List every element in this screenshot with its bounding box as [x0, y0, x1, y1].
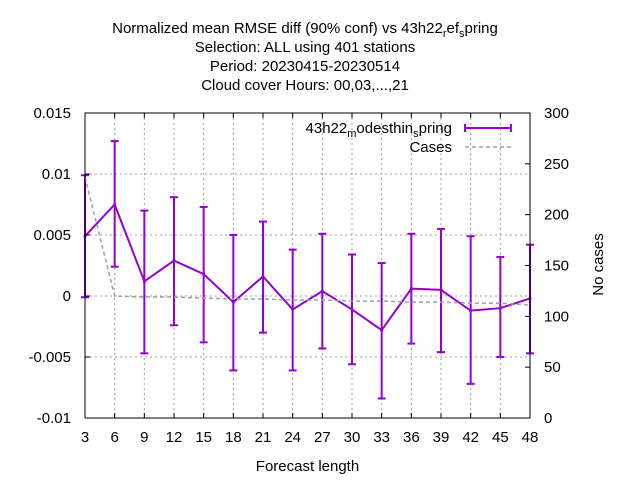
x-tick-label: 18 — [225, 429, 242, 446]
title-line-1-part-3: s — [459, 28, 465, 40]
data-point — [498, 306, 502, 310]
grid-layer — [85, 113, 530, 418]
plot-border — [84, 112, 531, 419]
legend-label-main-part-1: m — [347, 128, 356, 140]
y-tick-label: 0 — [63, 288, 71, 305]
y-tick-label: 0.005 — [33, 227, 71, 244]
y2-tick-label: 300 — [544, 105, 569, 122]
x-tick-label: 27 — [314, 429, 331, 446]
title-line-1-part-1: r — [443, 28, 447, 40]
x-tick-label: 42 — [462, 429, 479, 446]
legend-label-main-part-3: s — [413, 128, 419, 140]
title-line-3-part-0: Period: 20230415-20230514 — [210, 58, 400, 75]
y2-tick-label: 250 — [544, 156, 569, 173]
data-point — [202, 272, 206, 276]
title-line-4-part-0: Cloud cover Hours: 00,03,...,21 — [201, 77, 409, 94]
series-layer — [81, 140, 534, 400]
x-tick-label: 24 — [284, 429, 301, 446]
data-point — [113, 203, 117, 206]
x-tick-label: 21 — [255, 429, 272, 446]
data-point — [231, 300, 235, 304]
y2-axis-label: No cases — [590, 233, 607, 296]
x-tick-label: 15 — [195, 429, 212, 446]
title-line-2: Selection: ALL using 401 stations — [195, 39, 415, 56]
x-tick-label: 3 — [81, 429, 89, 446]
data-point — [172, 259, 176, 263]
data-point — [409, 287, 413, 291]
title-line-1: Normalized mean RMSE diff (90% conf) vs … — [112, 20, 498, 40]
y-tick-label: -0.01 — [37, 410, 71, 427]
title-line-3: Period: 20230415-20230514 — [210, 58, 400, 75]
data-point — [380, 328, 384, 332]
data-point — [142, 279, 146, 283]
title-line-1-part-2: ef — [447, 20, 460, 37]
series-line-cases — [84, 176, 531, 306]
x-tick-label: 48 — [522, 429, 539, 446]
y2-tick-label: 50 — [544, 359, 561, 376]
data-point — [291, 307, 295, 311]
legend-label-cases: Cases — [409, 139, 452, 156]
data-point — [469, 309, 473, 313]
tick-layer: 3 6 9 12 15 18 21 24 27 30 33 36 39 42 45 480.0150.010.… — [28, 105, 569, 446]
x-tick-label: 30 — [344, 429, 361, 446]
y2-tick-label: 150 — [544, 258, 569, 275]
legend-label-main: 43h22modesthinspring — [306, 120, 452, 140]
data-point — [439, 288, 443, 292]
x-tick-label: 33 — [373, 429, 390, 446]
x-tick-label: 36 — [403, 429, 420, 446]
y-tick-label: 0.01 — [42, 166, 71, 183]
x-axis-label: Forecast length — [256, 458, 359, 475]
y2-tick-label: 200 — [544, 207, 569, 224]
legend-label-main-part-4: pring — [419, 120, 452, 137]
y-tick-label: 0.015 — [33, 105, 71, 122]
legend-label-main-part-0: 43h22 — [306, 120, 348, 137]
title-line-1-part-0: Normalized mean RMSE diff (90% conf) vs … — [112, 20, 443, 37]
series-line-main — [84, 202, 531, 332]
y2-tick-label: 0 — [544, 410, 552, 427]
data-point — [261, 274, 265, 278]
x-tick-label: 9 — [140, 429, 148, 446]
x-tick-label: 12 — [166, 429, 183, 446]
title-line-1-part-4: pring — [465, 20, 498, 37]
y2-tick-label: 100 — [544, 308, 569, 325]
title-line-2-part-0: Selection: ALL using 401 stations — [195, 39, 415, 56]
title-layer: Normalized mean RMSE diff (90% conf) vs … — [112, 20, 498, 94]
data-point — [320, 289, 324, 293]
x-tick-label: 45 — [492, 429, 509, 446]
title-line-4: Cloud cover Hours: 00,03,...,21 — [201, 77, 409, 94]
data-point — [350, 307, 354, 311]
y-tick-label: -0.005 — [28, 349, 71, 366]
x-tick-label: 39 — [433, 429, 450, 446]
legend-label-main-part-2: odesthin — [356, 120, 413, 137]
x-tick-label: 6 — [110, 429, 118, 446]
